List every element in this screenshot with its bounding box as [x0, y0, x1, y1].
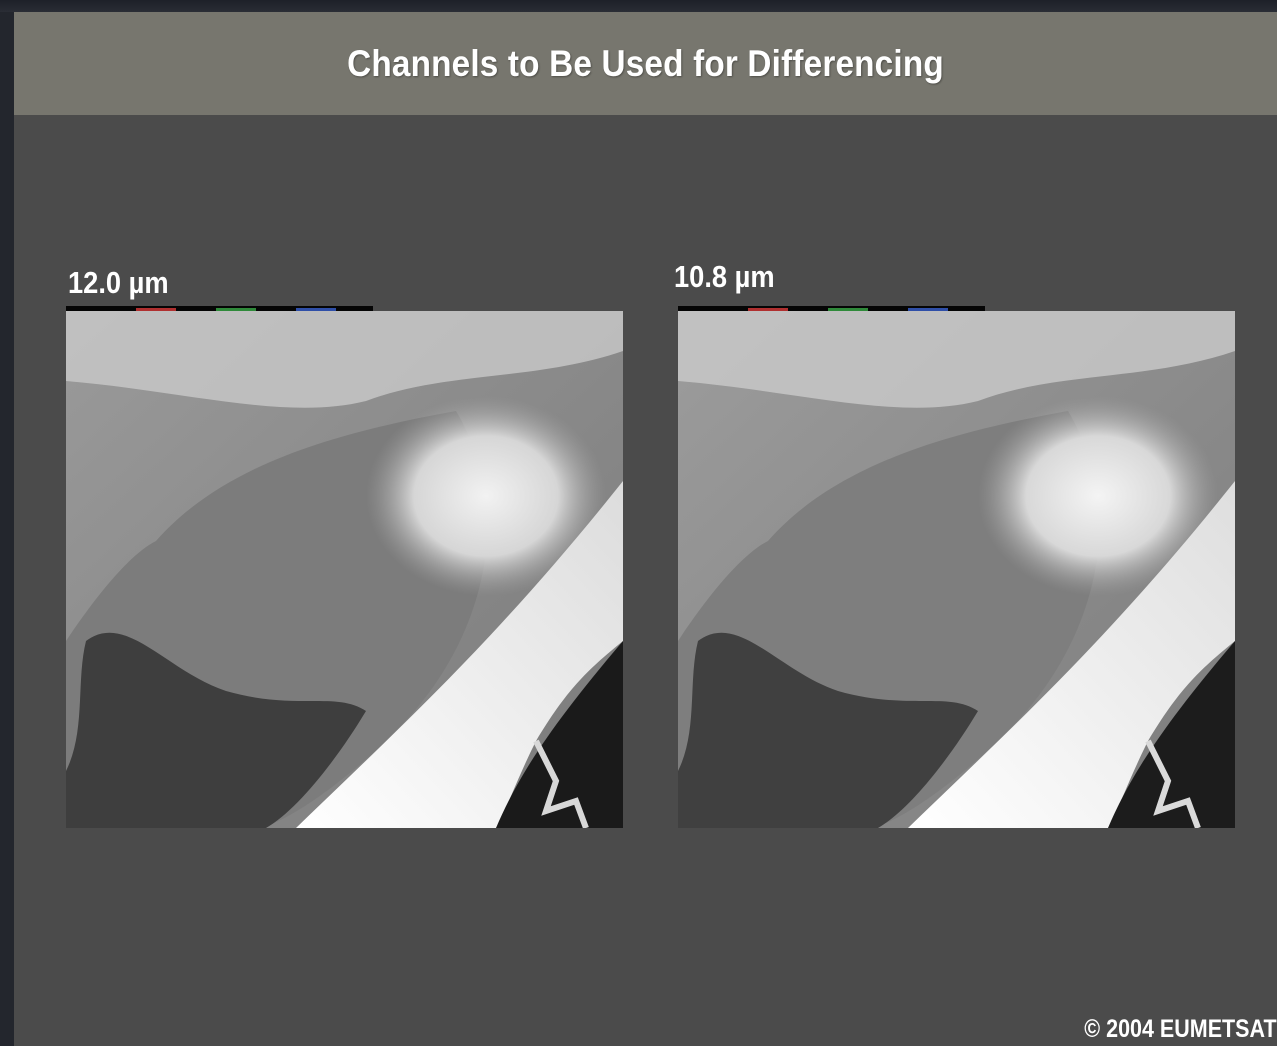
color-legend-bar-left — [66, 306, 373, 313]
panel-label-10-8um: 10.8 µm — [674, 259, 775, 294]
satellite-image-12um — [66, 311, 623, 828]
satellite-image-10-8um — [678, 311, 1235, 828]
title-bar: Channels to Be Used for Differencing — [14, 12, 1277, 115]
slide-title: Channels to Be Used for Differencing — [347, 42, 944, 84]
panel-label-12um: 12.0 µm — [68, 265, 169, 300]
window-top-strip — [0, 0, 1277, 12]
color-legend-bar-right — [678, 306, 985, 313]
copyright-notice: © 2004 EUMETSAT — [1084, 1015, 1277, 1043]
slide: Channels to Be Used for Differencing 12.… — [14, 12, 1277, 1046]
